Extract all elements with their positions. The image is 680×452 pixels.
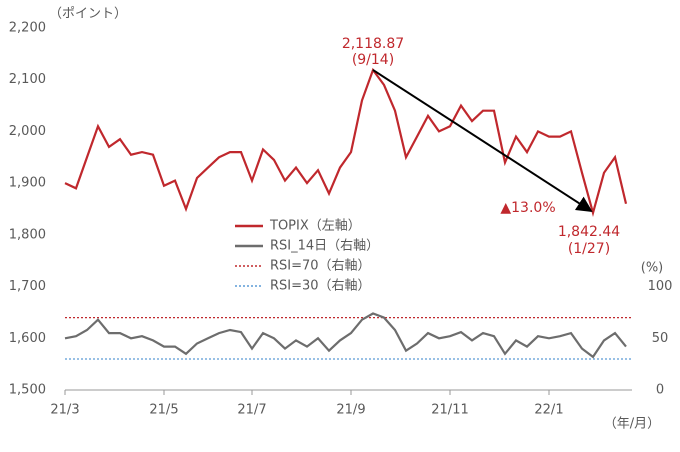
y-tick-label: 1,500 [9,383,46,398]
annotation: (1/27) [568,241,610,257]
x-tick-label: 22/1 [534,403,563,418]
y2-tick-label: 100 [648,279,673,294]
legend-label: RSI=70（右軸） [270,259,371,274]
y-axis-title: （ポイント） [49,7,127,22]
x-tick-label: 21/3 [50,403,79,418]
x-tick-label: 21/11 [431,403,468,418]
y-tick-label: 1,800 [9,227,46,242]
y-tick-label: 1,700 [9,279,46,294]
y2-axis-title: (%) [641,261,664,276]
x-tick-label: 21/9 [336,403,365,418]
y2-tick-label: 0 [656,383,664,398]
annotation: 1,842.44 [558,224,620,240]
series-line [64,312,627,359]
series-line [64,67,628,218]
x-axis-title: （年/月） [604,417,660,432]
y-tick-label: 1,900 [9,176,46,191]
y2-tick-label: 50 [652,331,669,346]
annotation: ▲13.0% [500,200,555,216]
y-tick-label: 1,600 [9,331,46,346]
y-tick-label: 2,000 [9,124,46,139]
legend-label: TOPIX（左軸） [269,219,361,234]
legend-label: RSI_14日（右軸） [270,239,379,254]
y-tick-label: 2,200 [9,21,46,36]
trend-arrow [372,69,593,212]
annotation: 2,118.87 [342,36,404,52]
legend-label: RSI=30（右軸） [270,279,371,294]
x-tick-label: 21/5 [149,403,178,418]
annotation: (9/14) [352,52,394,68]
x-tick-label: 21/7 [237,403,266,418]
y-tick-label: 2,100 [9,72,46,87]
